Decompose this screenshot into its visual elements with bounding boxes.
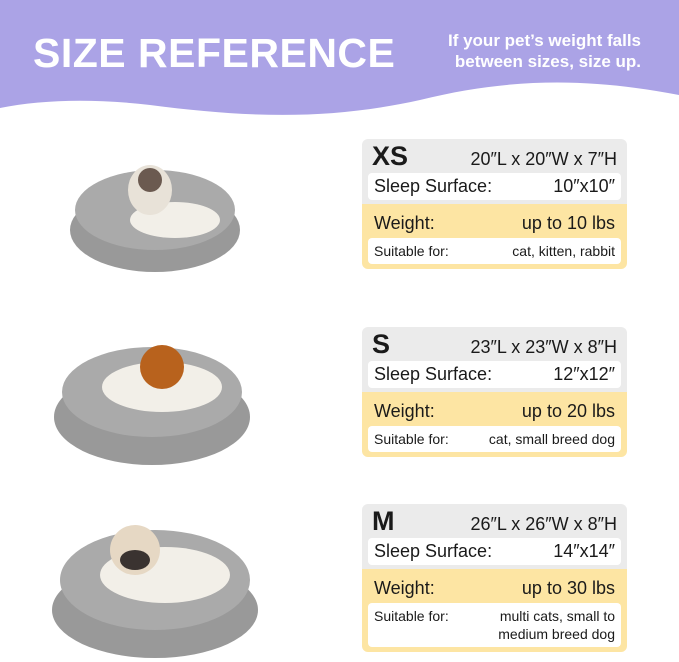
suitable-label: Suitable for:	[374, 431, 449, 447]
dimensions: 26″L x 26″W x 8″H	[470, 514, 617, 534]
weight-label: Weight:	[374, 577, 435, 598]
suitable-label: Suitable for:	[374, 608, 449, 624]
sleep-surface-label: Sleep Surface:	[374, 364, 493, 384]
size-note: If your pet’s weight falls between sizes…	[447, 31, 641, 71]
size-card: M 26″L x 26″W x 8″H Sleep Surface: 14″x14″…	[362, 504, 627, 652]
page-title: SIZE REFERENCE	[33, 30, 396, 76]
sleep-surface-label: Sleep Surface:	[374, 176, 493, 196]
weight-label: Weight:	[374, 400, 435, 421]
suitable-value: multi cats, small to medium breed dog	[498, 608, 615, 642]
suitable-label: Suitable for:	[374, 243, 449, 259]
size-label: S	[372, 329, 391, 359]
bed-m-image	[52, 525, 258, 658]
weight-label: Weight:	[374, 212, 435, 233]
dimensions: 23″L x 23″W x 8″H	[470, 337, 617, 357]
size-label: M	[372, 506, 395, 536]
size-card: XS 20″L x 20″W x 7″H Sleep Surface: 10″x10…	[362, 139, 627, 269]
weight-value: up to 20 lbs	[521, 400, 615, 421]
sleep-surface-label: Sleep Surface:	[374, 541, 493, 561]
suitable-value: cat, small breed dog	[488, 431, 615, 447]
header-banner	[0, 0, 679, 115]
size-label: XS	[372, 141, 409, 171]
dimensions: 20″L x 20″W x 7″H	[470, 149, 617, 169]
weight-value: up to 10 lbs	[521, 212, 615, 233]
bed-xs-image	[70, 165, 240, 272]
suitable-value: cat, kitten, rabbit	[512, 243, 615, 259]
size-card: S 23″L x 23″W x 8″H Sleep Surface: 12″x12″…	[362, 327, 627, 457]
sleep-surface-value: 14″x14″	[553, 541, 615, 561]
weight-value: up to 30 lbs	[521, 577, 615, 598]
sleep-surface-value: 10″x10″	[553, 176, 615, 196]
bed-s-image	[54, 345, 250, 465]
sleep-surface-value: 12″x12″	[553, 364, 615, 384]
